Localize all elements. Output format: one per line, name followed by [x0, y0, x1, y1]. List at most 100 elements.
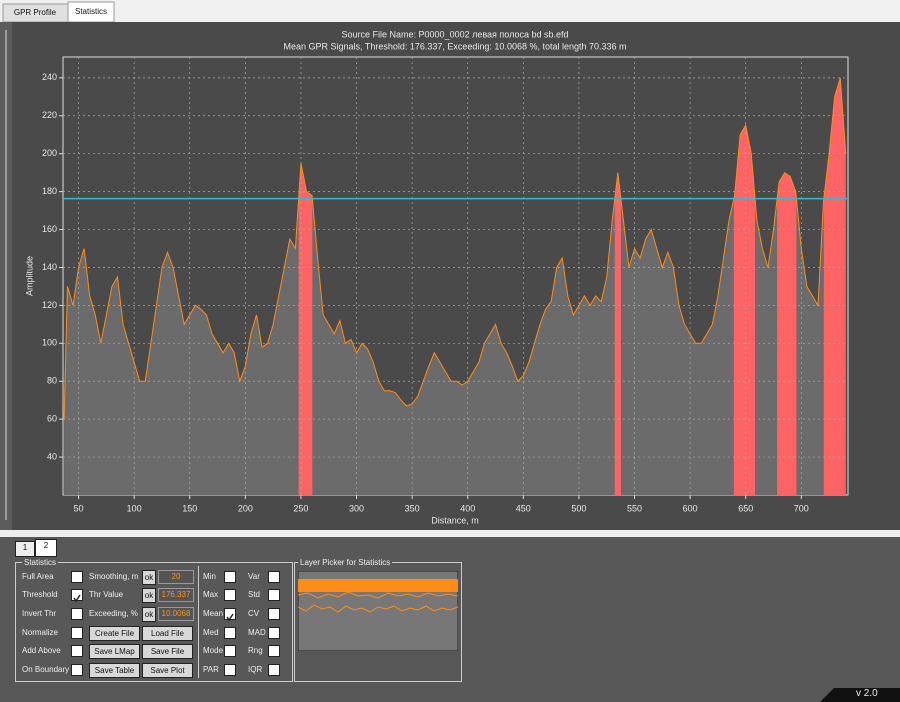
y-tick-label: 100 [42, 338, 57, 348]
x-tick-label: 500 [571, 503, 586, 513]
field-value[interactable]: 10.0068 [158, 607, 194, 621]
chart-panel: GPR Profile Statistics Source File Name:… [0, 0, 900, 530]
x-tick-label: 100 [127, 503, 142, 513]
button[interactable]: Save File [142, 644, 193, 659]
button[interactable]: Save LMap [89, 644, 140, 659]
checkbox[interactable] [268, 664, 280, 676]
check-mark [73, 594, 81, 603]
checkbox[interactable] [224, 589, 236, 601]
stat-label: CV [248, 609, 260, 618]
stat-label: Mode [203, 646, 224, 655]
y-tick-label: 160 [42, 224, 57, 234]
checkbox[interactable] [71, 664, 83, 676]
checkbox[interactable] [224, 664, 236, 676]
checkbox[interactable] [224, 571, 236, 583]
option-label: On Boundary [22, 665, 70, 674]
button[interactable]: Save Table [89, 663, 140, 678]
y-tick-label: 60 [47, 414, 57, 424]
checkbox[interactable] [224, 608, 236, 622]
splitter[interactable] [0, 530, 900, 537]
version: v 2.0 [856, 688, 878, 699]
x-tick-label: 150 [182, 503, 197, 513]
stat-label: Var [248, 572, 260, 581]
x-tick-label: 400 [460, 503, 475, 513]
exceed-region [777, 172, 797, 495]
exceed-region [614, 172, 621, 495]
stat-label: Std [248, 590, 261, 599]
stat-label: Med [203, 628, 219, 637]
exceed-region [733, 125, 756, 496]
checkbox[interactable] [71, 608, 83, 620]
tab-strip [0, 0, 900, 22]
checkbox[interactable] [71, 645, 83, 657]
exceed-region [823, 77, 846, 495]
field-value[interactable]: 176.337 [158, 588, 194, 602]
option-label: Add Above [22, 646, 61, 655]
stat-label: Mean [203, 609, 224, 618]
y-tick-label: 200 [42, 148, 57, 158]
version-badge [820, 688, 900, 702]
y-tick-label: 220 [42, 110, 57, 120]
x-tick-label: 550 [627, 503, 642, 513]
checkbox[interactable] [268, 627, 280, 639]
stat-label: MAD [248, 628, 266, 637]
statistics-group [15, 562, 293, 682]
checkbox[interactable] [268, 608, 280, 620]
field-value[interactable]: 20 [158, 570, 194, 584]
checkbox[interactable] [268, 645, 280, 657]
y-tick-label: 120 [42, 300, 57, 310]
option-label: Normalize [22, 628, 59, 637]
y-tick-label: 140 [42, 262, 57, 272]
separator [198, 566, 199, 678]
option-label: Invert Thr [22, 609, 57, 618]
x-tick-label: 50 [74, 503, 84, 513]
x-tick-label: 700 [794, 503, 809, 513]
field-label: Smoothing, m [89, 572, 139, 581]
x-tick-label: 350 [405, 503, 420, 513]
button[interactable]: Save Plot [142, 663, 193, 678]
checkbox[interactable] [71, 627, 83, 639]
chart-subtitle: Mean GPR Signals, Threshold: 176.337, Ex… [283, 41, 626, 51]
stat-label: Rng [248, 646, 263, 655]
panel-tab[interactable]: 1 [15, 541, 35, 557]
checkbox[interactable] [71, 589, 83, 603]
exceed-region [298, 163, 313, 495]
y-tick-label: 240 [42, 72, 57, 82]
layer-preview[interactable] [298, 571, 458, 651]
field-label: Exceeding, % [89, 609, 138, 618]
y-tick-label: 180 [42, 186, 57, 196]
checkbox[interactable] [71, 571, 83, 583]
series-line [63, 77, 847, 420]
tab-label[interactable]: Statistics [75, 7, 107, 16]
checkbox[interactable] [224, 645, 236, 657]
tab-label[interactable]: GPR Profile [14, 8, 57, 17]
stat-label: PAR [203, 665, 219, 674]
x-tick-label: 600 [683, 503, 698, 513]
button[interactable]: Load File [142, 626, 193, 641]
ok-button[interactable]: ok [142, 570, 156, 585]
x-tick-label: 250 [293, 503, 308, 513]
y-tick-label: 80 [47, 376, 57, 386]
checkbox[interactable] [224, 627, 236, 639]
ok-button[interactable]: ok [142, 588, 156, 603]
option-label: Full Area [22, 572, 54, 581]
x-tick-label: 200 [238, 503, 253, 513]
option-label: Threshold [22, 590, 58, 599]
field-label: Thr Value [89, 590, 124, 599]
y-tick-label: 40 [47, 451, 57, 461]
panel-tab[interactable]: 2 [35, 539, 57, 557]
chart-title: Source File Name: P0000_0002 левая полос… [342, 29, 569, 39]
stat-label: IQR [248, 665, 263, 674]
checkbox[interactable] [268, 571, 280, 583]
x-axis-label: Distance, m [431, 515, 479, 525]
area-fill [64, 77, 846, 495]
x-tick-label: 650 [738, 503, 753, 513]
button[interactable]: Create File [89, 626, 140, 641]
ok-button[interactable]: ok [142, 607, 156, 622]
check-mark [226, 613, 234, 622]
checkbox[interactable] [268, 589, 280, 601]
group-title: Statistics [22, 557, 59, 569]
stat-label: Max [203, 590, 219, 599]
y-axis-label: Amplitude [24, 256, 34, 296]
